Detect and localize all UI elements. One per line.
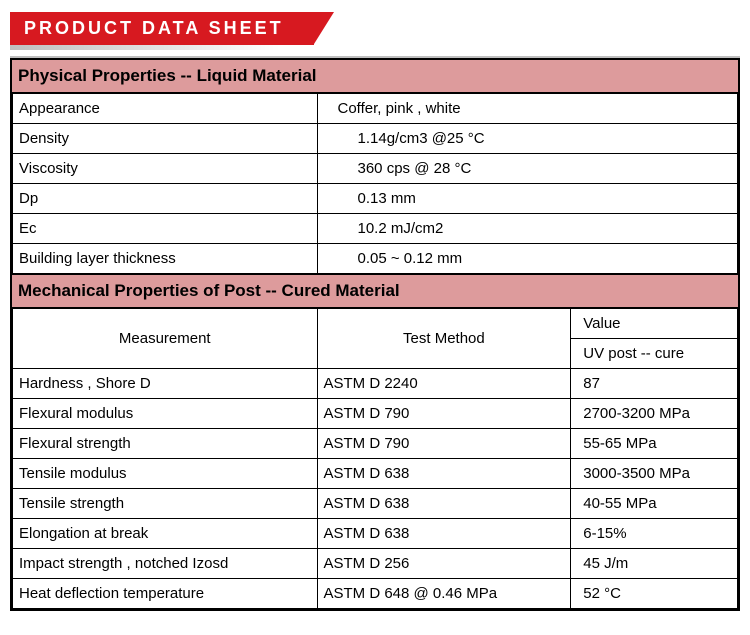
table-row: Flexural strength ASTM D 790 55-65 MPa	[13, 429, 738, 459]
table-row: Tensile modulus ASTM D 638 3000-3500 MPa	[13, 459, 738, 489]
cell-method: ASTM D 638	[317, 519, 571, 549]
cell-method: ASTM D 638	[317, 459, 571, 489]
cell-measurement: Elongation at break	[13, 519, 318, 549]
cell-measurement: Hardness , Shore D	[13, 369, 318, 399]
table-row: Building layer thickness 0.05 ~ 0.12 mm	[13, 244, 738, 274]
section-header-mechanical: Mechanical Properties of Post -- Cured M…	[12, 274, 738, 308]
cell-value: 55-65 MPa	[571, 429, 738, 459]
section-header-physical: Physical Properties -- Liquid Material	[12, 60, 738, 93]
prop-label: Viscosity	[13, 154, 318, 184]
cell-method: ASTM D 790	[317, 399, 571, 429]
cell-value: 2700-3200 MPa	[571, 399, 738, 429]
prop-value: 10.2 mJ/cm2	[317, 214, 738, 244]
prop-label: Density	[13, 124, 318, 154]
prop-label: Building layer thickness	[13, 244, 318, 274]
cell-method: ASTM D 2240	[317, 369, 571, 399]
title-banner: PRODUCT DATA SHEET	[10, 12, 740, 46]
cell-value: 45 J/m	[571, 549, 738, 579]
col-header-measurement: Measurement	[13, 309, 318, 369]
cell-value: 52 °C	[571, 579, 738, 609]
prop-value: 0.05 ~ 0.12 mm	[317, 244, 738, 274]
table-row: Appearance Coffer, pink , white	[13, 94, 738, 124]
col-header-value-sub: UV post -- cure	[571, 339, 738, 369]
cell-method: ASTM D 790	[317, 429, 571, 459]
cell-method: ASTM D 648 @ 0.46 MPa	[317, 579, 571, 609]
table-row: Heat deflection temperature ASTM D 648 @…	[13, 579, 738, 609]
table-row: Flexural modulus ASTM D 790 2700-3200 MP…	[13, 399, 738, 429]
prop-value: 1.14g/cm3 @25 °C	[317, 124, 738, 154]
table-row: Impact strength , notched Izosd ASTM D 2…	[13, 549, 738, 579]
prop-label: Dp	[13, 184, 318, 214]
col-header-value: Value	[571, 309, 738, 339]
table-row: Elongation at break ASTM D 638 6-15%	[13, 519, 738, 549]
cell-method: ASTM D 638	[317, 489, 571, 519]
cell-measurement: Tensile modulus	[13, 459, 318, 489]
cell-value: 87	[571, 369, 738, 399]
col-header-method: Test Method	[317, 309, 571, 369]
prop-value: 360 cps @ 28 °C	[317, 154, 738, 184]
prop-label: Appearance	[13, 94, 318, 124]
table-row: Dp 0.13 mm	[13, 184, 738, 214]
table-row: Viscosity 360 cps @ 28 °C	[13, 154, 738, 184]
table-mechanical: Measurement Test Method Value UV post --…	[12, 308, 738, 609]
cell-measurement: Flexural strength	[13, 429, 318, 459]
table-row: Tensile strength ASTM D 638 40-55 MPa	[13, 489, 738, 519]
table-header-row: Measurement Test Method Value	[13, 309, 738, 339]
cell-value: 3000-3500 MPa	[571, 459, 738, 489]
cell-measurement: Tensile strength	[13, 489, 318, 519]
prop-label: Ec	[13, 214, 318, 244]
prop-value: Coffer, pink , white	[317, 94, 738, 124]
cell-value: 40-55 MPa	[571, 489, 738, 519]
cell-value: 6-15%	[571, 519, 738, 549]
table-row: Hardness , Shore D ASTM D 2240 87	[13, 369, 738, 399]
page-title: PRODUCT DATA SHEET	[10, 12, 314, 45]
table-row: Density 1.14g/cm3 @25 °C	[13, 124, 738, 154]
cell-measurement: Impact strength , notched Izosd	[13, 549, 318, 579]
prop-value: 0.13 mm	[317, 184, 738, 214]
table-physical: Appearance Coffer, pink , white Density …	[12, 93, 738, 274]
cell-measurement: Flexural modulus	[13, 399, 318, 429]
cell-measurement: Heat deflection temperature	[13, 579, 318, 609]
table-row: Ec 10.2 mJ/cm2	[13, 214, 738, 244]
data-sheet: Physical Properties -- Liquid Material A…	[10, 58, 740, 611]
cell-method: ASTM D 256	[317, 549, 571, 579]
